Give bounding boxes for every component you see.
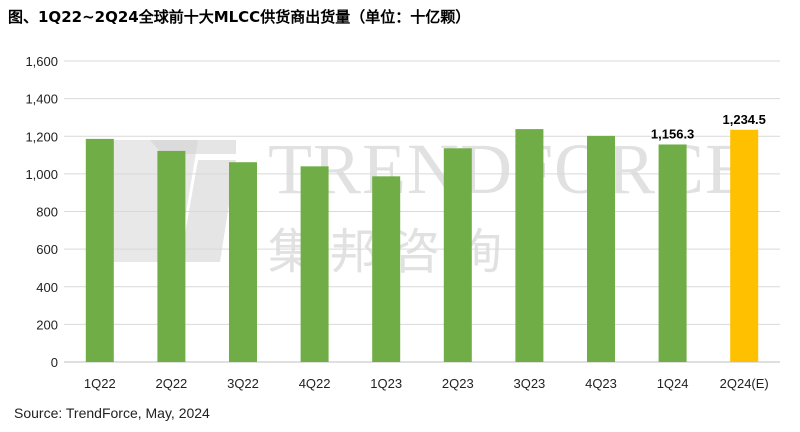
x-tick-label: 4Q22 — [299, 376, 331, 391]
bar-1q23 — [372, 176, 401, 362]
x-tick-label: 3Q23 — [513, 376, 545, 391]
bar-3q22 — [229, 162, 257, 362]
data-labels: 1,156.3 1,234.5 — [651, 112, 766, 142]
x-tick-label: 1Q22 — [84, 376, 116, 391]
y-axis-ticks: 0 200 400 600 800 1,000 1,200 1,400 1,600 — [25, 54, 58, 370]
source-note: Source: TrendForce, May, 2024 — [14, 405, 210, 421]
bar-2q24e — [730, 129, 759, 362]
x-tick-label: 1Q23 — [370, 376, 402, 391]
bar-3q23 — [515, 129, 544, 362]
bar-1q24 — [658, 144, 687, 362]
bars — [85, 129, 759, 362]
y-tick-label: 1,600 — [25, 54, 58, 69]
chart-title: 图、1Q22~2Q24全球前十大MLCC供货商出货量（单位：十亿颗） — [8, 8, 471, 26]
y-tick-label: 1,400 — [25, 92, 58, 107]
x-tick-label: 2Q22 — [155, 376, 187, 391]
bar-4q22 — [300, 166, 329, 362]
y-tick-label: 800 — [36, 205, 58, 220]
bar-1q22 — [85, 138, 114, 362]
y-tick-label: 600 — [36, 242, 58, 257]
y-tick-label: 1,200 — [25, 129, 58, 144]
x-tick-label: 2Q23 — [442, 376, 474, 391]
bar-2q23 — [443, 148, 472, 362]
bar-4q23 — [587, 135, 615, 362]
y-tick-label: 200 — [36, 317, 58, 332]
data-label: 1,234.5 — [723, 112, 766, 127]
x-tick-label: 3Q22 — [227, 376, 259, 391]
x-axis-ticks: 1Q22 2Q22 3Q22 4Q22 1Q23 2Q23 3Q23 4Q23 1Q24 2Q24… — [84, 376, 769, 391]
data-label: 1,156.3 — [651, 126, 694, 141]
x-tick-label: 1Q24 — [657, 376, 689, 391]
y-tick-label: 1,000 — [25, 167, 58, 182]
y-tick-label: 400 — [36, 280, 58, 295]
y-tick-label: 0 — [51, 355, 58, 370]
bar-2q22 — [157, 150, 186, 362]
x-tick-label: 4Q23 — [585, 376, 617, 391]
x-tick-label: 2Q24(E) — [720, 376, 769, 391]
